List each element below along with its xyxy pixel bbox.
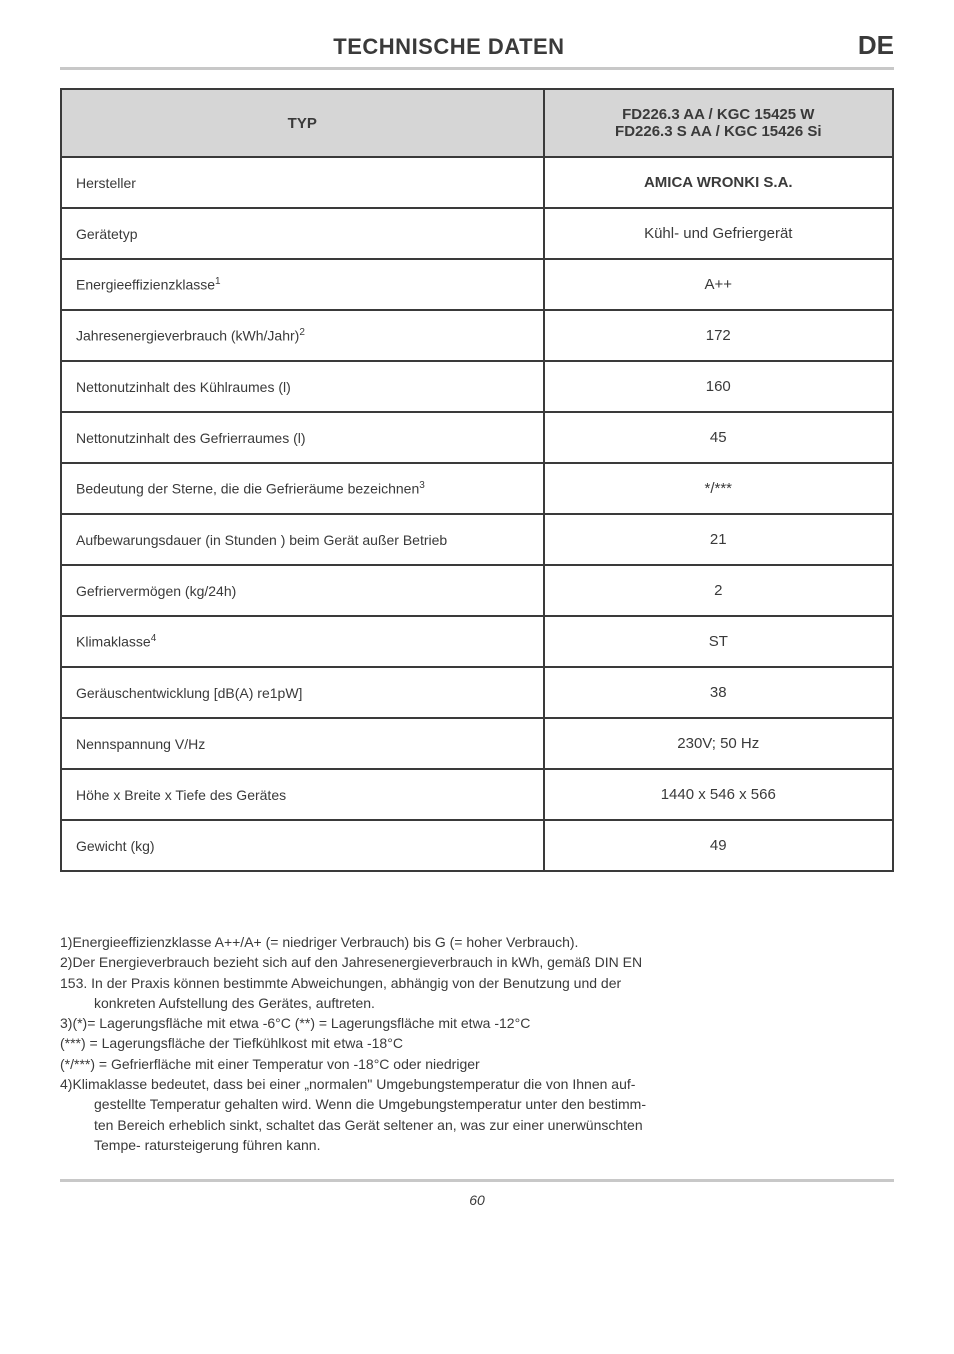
- spec-value: 21: [544, 514, 893, 565]
- spec-label: Bedeutung der Sterne, die die Gefrieräum…: [61, 463, 544, 514]
- spec-label: Gefriervermögen (kg/24h): [61, 565, 544, 616]
- spec-value: */***: [544, 463, 893, 514]
- spec-label: Gerätetyp: [61, 208, 544, 259]
- spec-value: 49: [544, 820, 893, 871]
- spec-value: 45: [544, 412, 893, 463]
- table-row: Nettonutzinhalt des Gefrierraumes (l)45: [61, 412, 893, 463]
- footnote-line: gestellte Temperatur gehalten wird. Wenn…: [60, 1094, 894, 1114]
- spec-value: 230V; 50 Hz: [544, 718, 893, 769]
- spec-label: Höhe x Breite x Tiefe des Gerätes: [61, 769, 544, 820]
- table-row: GerätetypKühl- und Gefriergerät: [61, 208, 893, 259]
- spec-label: Geräuschentwicklung [dB(A) re1pW]: [61, 667, 544, 718]
- spec-value: AMICA WRONKI S.A.: [544, 157, 893, 208]
- table-row: Höhe x Breite x Tiefe des Gerätes1440 x …: [61, 769, 893, 820]
- table-header-row: TYP FD226.3 AA / KGC 15425 W FD226.3 S A…: [61, 89, 893, 157]
- header-model-line1: FD226.3 AA / KGC 15425 W: [622, 106, 814, 123]
- spec-label: Nettonutzinhalt des Gefrierraumes (l): [61, 412, 544, 463]
- table-row: Bedeutung der Sterne, die die Gefrieräum…: [61, 463, 893, 514]
- spec-label: Jahresenergieverbrauch (kWh/Jahr)2: [61, 310, 544, 361]
- page-header: TECHNISCHE DATEN DE: [60, 30, 894, 70]
- footnote-line: 1)Energieeffizienzklasse A++/A+ (= niedr…: [60, 932, 894, 952]
- footnote-line: 153. In der Praxis können bestimmte Abwe…: [60, 973, 894, 993]
- table-row: Klimaklasse4ST: [61, 616, 893, 667]
- spec-value: 2: [544, 565, 893, 616]
- table-row: HerstellerAMICA WRONKI S.A.: [61, 157, 893, 208]
- table-row: Aufbewarungsdauer (in Stunden ) beim Ger…: [61, 514, 893, 565]
- spec-label: Klimaklasse4: [61, 616, 544, 667]
- table-row: Gefriervermögen (kg/24h)2: [61, 565, 893, 616]
- footnote-line: 2)Der Energieverbrauch bezieht sich auf …: [60, 952, 894, 972]
- spec-label: Nennspannung V/Hz: [61, 718, 544, 769]
- spec-value: A++: [544, 259, 893, 310]
- footnote-line: Tempe- ratursteigerung führen kann.: [60, 1135, 894, 1155]
- footnote-line: 3)(*)= Lagerungsfläche mit etwa -6°C (**…: [60, 1013, 894, 1033]
- footnote-line: 4)Klimaklasse bedeutet, dass bei einer „…: [60, 1074, 894, 1094]
- specs-table: TYP FD226.3 AA / KGC 15425 W FD226.3 S A…: [60, 88, 894, 872]
- spec-value: Kühl- und Gefriergerät: [544, 208, 893, 259]
- page-title: TECHNISCHE DATEN: [60, 34, 838, 60]
- footnote-ref: 3: [419, 480, 425, 491]
- header-model: FD226.3 AA / KGC 15425 W FD226.3 S AA / …: [544, 89, 893, 157]
- spec-label: Aufbewarungsdauer (in Stunden ) beim Ger…: [61, 514, 544, 565]
- spec-label: Nettonutzinhalt des Kühlraumes (l): [61, 361, 544, 412]
- header-typ: TYP: [61, 89, 544, 157]
- footnote-ref: 2: [299, 327, 305, 338]
- footnote-line: ten Bereich erheblich sinkt, schaltet da…: [60, 1115, 894, 1135]
- table-row: Nennspannung V/Hz230V; 50 Hz: [61, 718, 893, 769]
- spec-value: 1440 x 546 x 566: [544, 769, 893, 820]
- footnote-line: (*/***) = Gefrierfläche mit einer Temper…: [60, 1054, 894, 1074]
- spec-value: 172: [544, 310, 893, 361]
- table-row: Geräuschentwicklung [dB(A) re1pW]38: [61, 667, 893, 718]
- spec-value: 38: [544, 667, 893, 718]
- table-row: Jahresenergieverbrauch (kWh/Jahr)2172: [61, 310, 893, 361]
- table-row: Nettonutzinhalt des Kühlraumes (l)160: [61, 361, 893, 412]
- footnote-line: (***) = Lagerungsfläche der Tiefkühlkost…: [60, 1033, 894, 1053]
- spec-label: Gewicht (kg): [61, 820, 544, 871]
- language-code: DE: [858, 30, 894, 61]
- footnote-ref: 1: [215, 276, 221, 287]
- spec-value: 160: [544, 361, 893, 412]
- footnotes: 1)Energieeffizienzklasse A++/A+ (= niedr…: [60, 932, 894, 1155]
- page-footer: 60: [60, 1179, 894, 1208]
- page-number: 60: [469, 1192, 485, 1208]
- spec-label: Hersteller: [61, 157, 544, 208]
- spec-label: Energieeffizienzklasse1: [61, 259, 544, 310]
- spec-value: ST: [544, 616, 893, 667]
- table-row: Gewicht (kg)49: [61, 820, 893, 871]
- footnote-ref: 4: [151, 633, 157, 644]
- footnote-line: konkreten Aufstellung des Gerätes, auftr…: [60, 993, 894, 1013]
- header-model-line2: FD226.3 S AA / KGC 15426 Si: [615, 123, 821, 140]
- table-row: Energieeffizienzklasse1A++: [61, 259, 893, 310]
